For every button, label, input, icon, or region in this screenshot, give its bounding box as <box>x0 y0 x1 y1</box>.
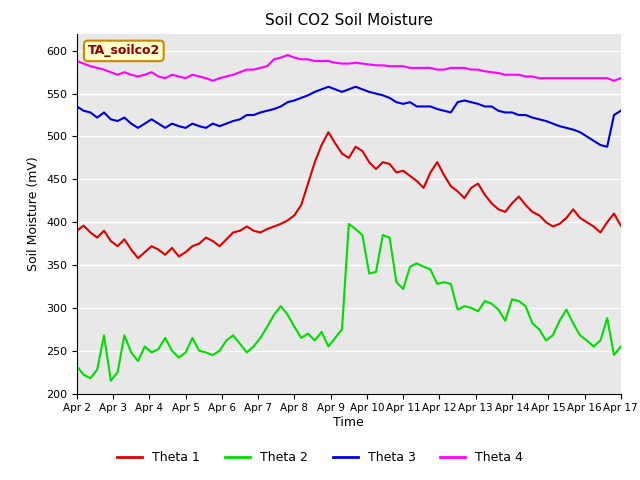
Theta 2 <box>73 363 81 369</box>
Text: TA_soilco2: TA_soilco2 <box>88 44 160 58</box>
Theta 2 <box>386 235 394 240</box>
Theta 2 <box>529 321 536 326</box>
Line: Theta 2: Theta 2 <box>77 224 621 381</box>
Theta 1 <box>386 161 394 167</box>
Theta 3 <box>522 112 529 118</box>
Theta 3 <box>420 104 428 109</box>
Theta 2 <box>576 333 584 338</box>
Theta 2 <box>556 318 563 324</box>
Theta 3 <box>617 108 625 114</box>
Theta 3 <box>379 93 387 98</box>
Theta 2 <box>617 344 625 349</box>
Theta 2 <box>426 266 434 272</box>
Theta 3 <box>73 104 81 109</box>
Theta 4 <box>209 78 216 84</box>
Theta 1 <box>426 169 434 175</box>
Theta 4 <box>556 75 563 81</box>
Theta 4 <box>617 75 625 81</box>
Theta 1 <box>617 223 625 228</box>
Theta 1 <box>576 215 584 221</box>
Theta 4 <box>576 75 584 81</box>
Theta 1 <box>488 201 495 206</box>
Theta 1 <box>556 221 563 227</box>
Theta 3 <box>481 104 489 109</box>
Theta 2 <box>345 221 353 227</box>
Theta 3 <box>570 127 577 132</box>
Theta 1 <box>324 129 332 135</box>
Legend: Theta 1, Theta 2, Theta 3, Theta 4: Theta 1, Theta 2, Theta 3, Theta 4 <box>112 446 528 469</box>
Line: Theta 3: Theta 3 <box>77 87 621 147</box>
Theta 4 <box>386 63 394 69</box>
X-axis label: Time: Time <box>333 416 364 429</box>
Y-axis label: Soil Moisture (mV): Soil Moisture (mV) <box>28 156 40 271</box>
Line: Theta 1: Theta 1 <box>77 132 621 258</box>
Line: Theta 4: Theta 4 <box>77 55 621 81</box>
Theta 2 <box>488 300 495 306</box>
Theta 3 <box>324 84 332 90</box>
Theta 4 <box>284 52 291 58</box>
Theta 4 <box>73 58 81 64</box>
Theta 1 <box>134 255 142 261</box>
Theta 3 <box>549 120 557 126</box>
Theta 4 <box>426 65 434 71</box>
Theta 3 <box>604 144 611 150</box>
Theta 4 <box>488 69 495 75</box>
Title: Soil CO2 Soil Moisture: Soil CO2 Soil Moisture <box>265 13 433 28</box>
Theta 2 <box>107 378 115 384</box>
Theta 4 <box>529 73 536 79</box>
Theta 1 <box>73 228 81 234</box>
Theta 1 <box>529 209 536 215</box>
